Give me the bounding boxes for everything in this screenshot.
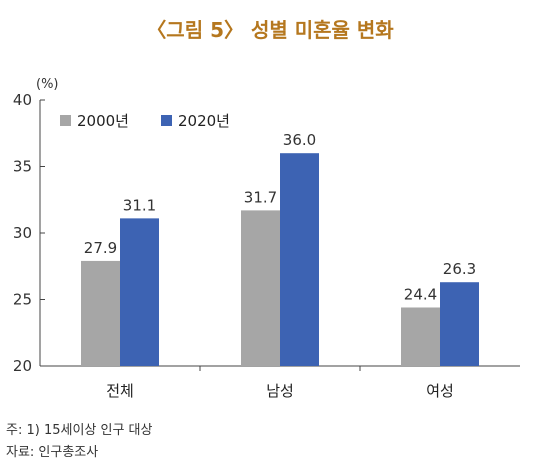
bar-value-label: 31.7: [244, 188, 277, 206]
legend-label-2000: 2000년: [77, 112, 129, 130]
legend-item-2020: 2020년: [160, 110, 230, 131]
bar-2020년: [440, 282, 479, 366]
x-tick-label: 남성: [266, 382, 294, 400]
bar-2000년: [241, 210, 280, 366]
legend-label-2020: 2020년: [177, 112, 230, 130]
y-tick-label: 35: [13, 158, 32, 176]
x-tick-label: 여성: [426, 382, 454, 400]
bar-value-label: 36.0: [283, 131, 316, 149]
y-axis: 20 25 30 35 40: [13, 91, 45, 375]
bar-value-label: 27.9: [84, 239, 117, 257]
bars: [81, 153, 479, 366]
chart-legend: 2000년 2020년: [60, 110, 262, 131]
legend-swatch-2020: [160, 115, 172, 126]
y-tick-label: 40: [13, 91, 32, 109]
bar-value-labels: 27.9 31.1 31.7 36.0 24.4 26.3: [84, 131, 476, 303]
legend-swatch-2000: [60, 115, 71, 126]
footnote: 주: 1) 15세이상 인구 대상: [6, 423, 153, 438]
bar-value-label: 26.3: [443, 260, 476, 278]
legend-item-2000: 2000년: [60, 110, 129, 131]
chart-notes: 주: 1) 15세이상 인구 대상 자료: 인구총조사: [6, 420, 152, 464]
bar-2000년: [401, 307, 440, 366]
bar-value-label: 31.1: [123, 196, 156, 214]
y-axis-unit-label: (%): [36, 77, 59, 92]
bar-value-label: 24.4: [404, 285, 437, 303]
x-tick-label: 전체: [106, 382, 134, 400]
y-tick-label: 30: [13, 224, 32, 242]
bar-2020년: [280, 153, 319, 366]
bar-2020년: [120, 218, 159, 366]
bar-2000년: [81, 260, 120, 366]
y-tick-label: 20: [13, 357, 32, 375]
source-note: 자료: 인구총조사: [6, 445, 99, 460]
y-tick-label: 25: [13, 291, 32, 309]
x-axis: 전체 남성 여성: [40, 365, 520, 400]
chart-title: 〈그림 5〉 성별 미혼율 변화: [146, 18, 394, 42]
